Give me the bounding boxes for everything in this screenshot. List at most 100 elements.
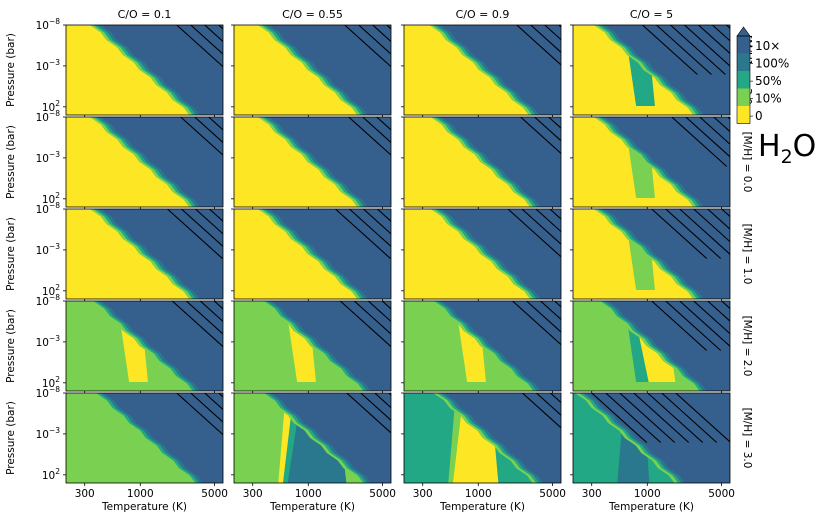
hatch-line [360, 393, 391, 421]
panel-r4-c2 [401, 392, 562, 486]
panel-grid [63, 24, 731, 486]
colorbar-segment-3 [737, 53, 750, 71]
field-band-10x [100, 301, 223, 391]
field-band-10x [439, 25, 561, 115]
y-axis-label-1: Pressure (bar) [5, 125, 17, 199]
hatch-line [651, 209, 708, 259]
y-tick-label: 102 [42, 283, 60, 298]
colorbar-label-3: 100% [755, 57, 789, 71]
row-label-4: [M/H] = 3.0 [741, 408, 753, 469]
hatch-line [372, 25, 391, 43]
panel-frame [233, 300, 392, 392]
hatch-line [377, 209, 391, 222]
hatch-line [204, 25, 223, 43]
hatch-line [526, 301, 561, 333]
hatch-line [549, 209, 561, 220]
hatch-line [656, 25, 712, 75]
panel-frame [403, 392, 562, 484]
y-tick-label: 10−8 [36, 17, 61, 32]
hatch-line [647, 393, 704, 443]
panel-frame [403, 300, 562, 392]
hatch-line [619, 393, 676, 443]
hatch-line [530, 25, 561, 53]
hatch-line [344, 25, 391, 68]
panel-r1-c0 [63, 116, 224, 210]
title-end: O [793, 129, 817, 164]
panel-field [404, 209, 561, 299]
x-tick-label: 300 [243, 488, 263, 500]
hatch-line [374, 393, 391, 409]
hatch-line [713, 117, 730, 133]
panel-r1-c1 [231, 116, 392, 210]
x-tick-label: 5000 [369, 488, 396, 500]
panel-frame [403, 116, 562, 208]
hatch-line [348, 117, 391, 156]
panel-field [234, 393, 391, 483]
hatch-line [661, 393, 718, 443]
hatch-line [534, 117, 561, 142]
field-band-10x [103, 393, 223, 483]
hatch-line [544, 25, 561, 41]
hatch-line [684, 25, 730, 67]
panel-r4-c3 [570, 392, 731, 486]
hatch-line [548, 117, 561, 129]
panel-r0-c0 [63, 24, 224, 118]
y-tick-label: 10−8 [36, 109, 61, 124]
hatch-line [671, 117, 728, 167]
panel-frame [572, 208, 731, 300]
y-tick-label: 10−8 [36, 293, 61, 308]
panel-r2-c0 [63, 208, 224, 302]
panel-r1-c2 [401, 116, 562, 210]
y-tick-label: 10−8 [36, 385, 61, 400]
hatch-line [520, 117, 561, 155]
hatch-line [693, 301, 730, 335]
field-band-10x [100, 117, 223, 207]
colorbar-label-0: 0 [755, 109, 763, 123]
x-axis-label-3: Temperature (K) [608, 501, 694, 513]
x-tick-label: 5000 [539, 488, 566, 500]
column-title-3: C/O = 5 [630, 8, 673, 21]
colorbar-segment-4 [737, 36, 750, 54]
species-title: H2O [758, 129, 816, 168]
panel-r1-c3 [570, 116, 731, 210]
colorbar-segment-0 [737, 106, 750, 124]
hatch-line [353, 301, 391, 335]
panel-r3-c3 [570, 300, 731, 394]
hatch-line [693, 209, 730, 243]
panel-field [404, 117, 561, 207]
panel-field [573, 301, 730, 391]
panel-r2-c3 [570, 208, 731, 302]
panel-frame [65, 24, 224, 116]
hatch-line [633, 393, 690, 443]
x-tick-label: 1000 [295, 488, 322, 500]
colorbar-label-1: 10% [755, 92, 782, 106]
column-title-2: C/O = 0.9 [456, 8, 510, 21]
panel-frame [65, 392, 224, 484]
field-band-10x [585, 393, 730, 483]
hatch-line [516, 25, 561, 66]
panel-field [404, 301, 561, 391]
hatch-line [349, 209, 391, 248]
colorbar-segment-2 [737, 71, 750, 89]
panel-r4-c1 [231, 392, 392, 486]
x-tick-label: 300 [75, 488, 95, 500]
hatch-line [535, 209, 561, 233]
panel-frame [233, 24, 392, 116]
hatch-line [204, 393, 223, 411]
axis-labels: C/O = 0.1 C/O = 0.55 C/O = 0.9 C/O = 5 [M/H]… [5, 8, 753, 513]
x-axis-label-0: Temperature (K) [101, 501, 187, 513]
hatch-line [707, 209, 730, 230]
hatch-line [522, 393, 561, 429]
colorbar-segment-1 [737, 88, 750, 106]
hatch-line [181, 209, 223, 248]
hatch-line [698, 25, 730, 55]
hatch-line [670, 25, 726, 75]
panel-field [234, 209, 391, 299]
panel-frame [233, 208, 392, 300]
panel-frame [572, 300, 731, 392]
hatch-line [550, 393, 561, 404]
hatch-line [194, 117, 223, 144]
hatch-line [591, 393, 648, 443]
x-tick-label: 1000 [127, 488, 154, 500]
